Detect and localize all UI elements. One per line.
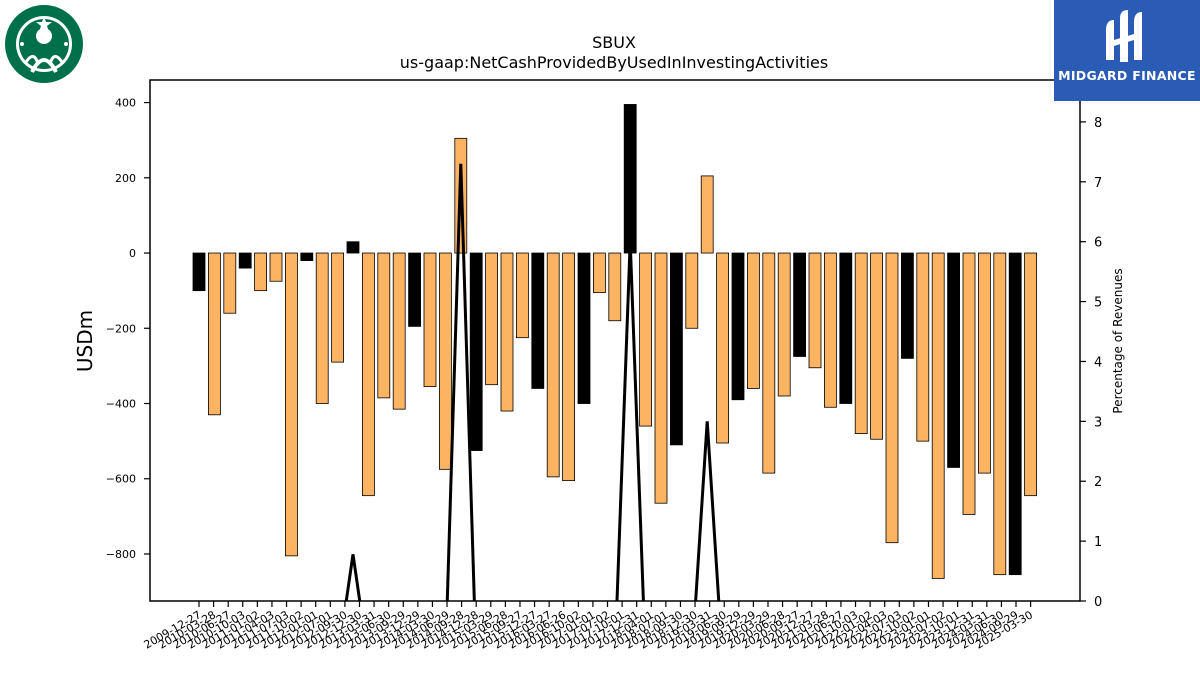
- bar: [731, 252, 745, 401]
- midgard-finance-logo: MIDGARD FINANCE: [1054, 0, 1200, 101]
- plot-frame: [149, 79, 1081, 602]
- bar: [700, 175, 714, 254]
- bar: [623, 104, 637, 254]
- bar: [500, 252, 514, 412]
- bar: [254, 252, 268, 292]
- revenue-percentage-line: [344, 163, 721, 601]
- bar: [269, 252, 283, 282]
- bar: [901, 252, 914, 359]
- bar: [300, 252, 314, 261]
- bar: [885, 252, 899, 544]
- line-group: [344, 163, 721, 601]
- bars-group: [192, 104, 1037, 579]
- starbucks-siren-icon: [5, 5, 83, 83]
- bar: [762, 252, 776, 474]
- bar: [716, 252, 729, 444]
- y-tick-label: 400: [115, 97, 136, 110]
- bar: [777, 252, 791, 397]
- y-tick-label: 0: [129, 247, 136, 260]
- bar: [469, 252, 483, 451]
- y-tick-label: −600: [106, 473, 136, 486]
- starbucks-logo: [4, 4, 86, 88]
- y2-tick-label: 6: [1094, 236, 1102, 251]
- bar: [423, 252, 437, 387]
- bar: [593, 252, 606, 293]
- bar: [562, 252, 575, 482]
- y2-tick-label: 8: [1094, 116, 1102, 131]
- bar: [854, 252, 868, 434]
- bar: [531, 252, 545, 389]
- bar: [962, 252, 976, 515]
- bar: [947, 252, 960, 468]
- y2-tick-label: 2: [1094, 475, 1102, 490]
- bar: [839, 252, 853, 404]
- bar: [207, 252, 221, 416]
- bar: [577, 252, 591, 404]
- bar: [392, 252, 406, 410]
- y-tick-label: −200: [106, 322, 136, 335]
- bar: [346, 241, 360, 254]
- bar: [639, 252, 652, 427]
- y-tick-label: −400: [106, 398, 136, 411]
- y2-tick-label: 4: [1094, 355, 1102, 370]
- bar: [361, 252, 375, 497]
- bar: [485, 252, 499, 386]
- y2-tick-label: 3: [1094, 415, 1102, 430]
- bar: [315, 252, 329, 404]
- bar: [808, 252, 822, 369]
- bar: [192, 252, 206, 292]
- y-tick-label: 200: [115, 172, 136, 185]
- bar: [824, 252, 837, 408]
- bar: [1008, 252, 1022, 576]
- bar: [654, 252, 668, 504]
- bar: [978, 252, 991, 474]
- bar: [747, 252, 760, 389]
- bar: [916, 252, 930, 442]
- bar: [793, 252, 806, 357]
- y2-axis-label: Percentage of Revenues: [1111, 268, 1125, 413]
- bar: [331, 252, 345, 363]
- brand-name: MIDGARD FINANCE: [1058, 68, 1196, 83]
- y-tick-label: −800: [106, 548, 136, 561]
- chart-subtitle: us-gaap:NetCashProvidedByUsedInInvesting…: [400, 53, 828, 72]
- bar: [1024, 252, 1037, 497]
- axes-group: 4002000−200−400−600−8000123456782009-12-…: [106, 79, 1102, 652]
- bar: [546, 252, 560, 478]
- bar: [608, 252, 622, 322]
- bar: [284, 252, 298, 557]
- bar: [670, 252, 683, 446]
- bar: [438, 252, 452, 470]
- y2-tick-label: 0: [1094, 595, 1102, 610]
- bar: [223, 252, 237, 314]
- bar: [408, 252, 422, 327]
- y2-tick-label: 7: [1094, 176, 1102, 191]
- bar: [377, 252, 391, 399]
- midgard-finance-icon: [1106, 10, 1142, 62]
- y2-tick-label: 5: [1094, 296, 1102, 311]
- bar: [870, 252, 883, 440]
- bar: [238, 252, 252, 269]
- bar: [931, 252, 945, 579]
- bar: [685, 252, 699, 329]
- bar: [516, 252, 529, 339]
- y2-tick-label: 1: [1094, 535, 1102, 550]
- y-axis-label: USDm: [73, 310, 97, 372]
- bar: [993, 252, 1007, 576]
- chart-title: SBUX: [592, 33, 636, 52]
